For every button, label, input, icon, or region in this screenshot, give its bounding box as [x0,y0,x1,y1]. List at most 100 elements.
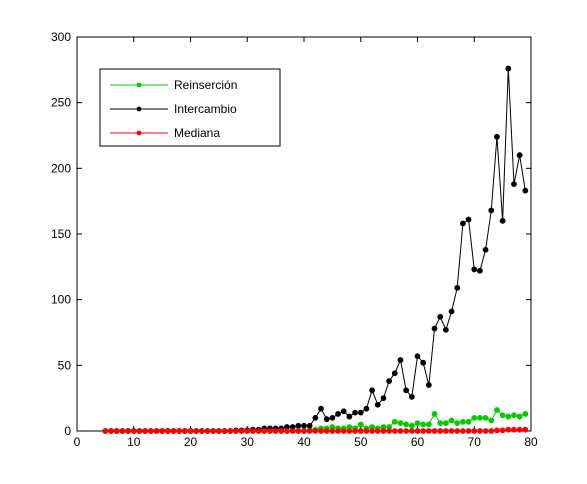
data-point [482,414,489,421]
legend-label: Reinserción [174,78,237,92]
data-point [380,395,387,402]
data-point [204,428,211,434]
data-point [374,401,381,408]
data-point [431,411,438,417]
data-point [511,426,517,433]
data-point [176,428,183,434]
data-point [335,428,341,434]
data-point [255,428,262,434]
data-point [329,428,336,434]
data-point [391,418,398,425]
series-layer [102,65,529,434]
data-point [153,428,160,434]
series-3 [102,426,529,434]
data-point [352,428,358,434]
data-point [357,421,364,428]
x-tick-label: 0 [74,435,81,449]
data-point [102,428,109,434]
data-point [437,428,444,434]
data-point [425,428,432,434]
data-point [278,428,285,434]
data-point [198,428,205,434]
data-point [340,408,347,415]
x-tick-label: 60 [411,435,425,449]
data-point [465,428,472,434]
data-point [499,217,506,224]
data-point [369,387,376,394]
data-point [323,416,330,423]
data-point [471,428,478,434]
data-point [289,428,296,434]
data-point [301,428,307,434]
x-axis: 0 10 20 30 40 50 60 70 80 [74,37,538,449]
data-point [425,421,432,428]
data-point [471,414,478,421]
data-point [494,407,500,413]
data-point [227,428,234,434]
y-tick-label: 50 [58,358,72,372]
data-point [477,414,483,421]
data-point [357,409,364,416]
data-point [323,428,330,434]
data-point [113,428,120,434]
data-point [420,421,427,428]
data-point [272,428,279,434]
y-tick-label: 0 [64,424,71,438]
data-point [420,428,427,434]
data-point [408,422,415,429]
data-point [488,428,495,434]
data-point [363,428,370,434]
x-tick-label: 20 [184,435,198,449]
data-point [442,326,449,333]
data-point [516,426,523,433]
data-point [425,382,432,388]
data-point [477,428,483,434]
data-point [306,422,313,429]
data-point [437,420,444,427]
data-point [380,428,387,434]
data-point [233,428,239,434]
x-tick-label: 30 [241,435,255,449]
data-point [244,428,251,434]
data-point [499,427,506,434]
data-point [471,266,478,273]
data-point [403,421,410,428]
data-point [391,370,398,377]
data-point [267,428,273,434]
data-point [312,428,319,434]
data-point [108,428,114,434]
data-point [386,428,393,434]
data-point [318,405,324,412]
data-point [431,428,438,434]
data-point [301,422,307,429]
data-point [210,428,217,434]
data-point [511,181,517,187]
data-point [454,420,461,427]
data-point [465,216,472,223]
data-point [374,428,381,434]
data-point [516,413,523,420]
data-point [448,308,455,315]
data-point [369,428,376,434]
data-point [522,187,529,194]
data-point [130,428,137,434]
x-tick-label: 80 [524,435,538,449]
x-tick-label: 50 [354,435,368,449]
data-point [147,428,154,434]
data-point [488,207,495,214]
data-point [477,267,483,274]
data-point [414,353,421,360]
data-point [397,420,404,427]
data-point [505,426,512,433]
data-point [346,413,353,420]
data-point [215,428,222,434]
data-point [505,65,512,72]
data-point [340,428,347,434]
data-point [442,420,449,427]
data-point [318,428,324,434]
data-point [414,420,421,427]
data-point [159,428,166,434]
data-point [335,411,341,417]
data-point [363,405,370,412]
x-tick-label: 10 [127,435,141,449]
